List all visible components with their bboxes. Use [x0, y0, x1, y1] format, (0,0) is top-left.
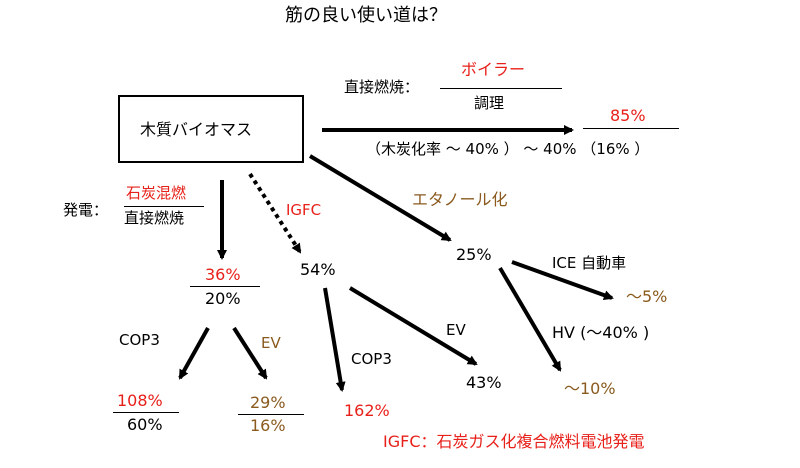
arrow-power-cop3: [178, 327, 210, 380]
direct-efficiency-line: [583, 128, 679, 129]
power-eff-top: 36%: [205, 265, 241, 284]
power-ev-line: [238, 414, 304, 415]
igfc-cop3-label: COP3: [351, 350, 392, 368]
direct-efficiency: 85%: [610, 106, 646, 125]
ethanol-ice-value: ～5%: [626, 287, 668, 306]
igfc-ev-label: EV: [446, 321, 466, 339]
power-fraction-line: [124, 206, 204, 207]
power-ev-label: EV: [261, 334, 281, 352]
igfc-label: IGFC: [286, 201, 322, 219]
direct-combustion-label: 直接燃焼：: [344, 78, 420, 96]
ethanol-hv-value: ～10%: [564, 379, 616, 398]
ethanol-ice-label: ICE 自動車: [552, 254, 627, 272]
power-ev-bottom: 16%: [250, 416, 286, 435]
arrow-ethanol-hv: [498, 266, 562, 372]
igfc-efficiency: 54%: [300, 260, 336, 279]
direct-cooking-label: 調理: [474, 94, 505, 112]
ethanol-label: エタノール化: [412, 190, 508, 209]
igfc-cop3-value: 162%: [344, 401, 390, 420]
arrow-power-ev: [232, 326, 268, 380]
power-cofiring-label: 石炭混燃: [126, 184, 187, 202]
arrow-igfc-cop3: [323, 287, 346, 392]
power-eff-bottom: 20%: [205, 289, 241, 308]
power-cop3-bottom: 60%: [127, 415, 163, 434]
power-eff-line: [190, 286, 260, 287]
arrow-igfc-ev: [348, 286, 478, 366]
ethanol-hv-label: HV (～40% ): [552, 323, 650, 342]
power-cop3-label: COP3: [119, 331, 160, 349]
power-cop3-top: 108%: [117, 391, 163, 410]
power-ev-top: 29%: [250, 393, 286, 412]
power-direct-label: 直接燃焼: [124, 209, 185, 227]
ethanol-efficiency: 25%: [456, 245, 492, 264]
power-cop3-line: [113, 412, 179, 413]
page-title: 筋の良い使い道は？: [285, 5, 447, 26]
igfc-footnote: IGFC：石炭ガス化複合燃料電池発電: [383, 432, 645, 451]
igfc-ev-value: 43%: [466, 373, 502, 392]
biomass-label: 木質バイオマス: [140, 120, 253, 139]
direct-boiler-label: ボイラー: [461, 60, 526, 79]
arrow-ethanol: [308, 154, 452, 242]
direct-fraction-line: [440, 88, 562, 89]
power-label: 発電：: [63, 201, 109, 219]
biomass-box: [118, 95, 304, 163]
direct-charcoal-note: （木炭化率 ～ 40% ） ～ 40% （16% ）: [366, 140, 650, 158]
arrow-ethanol-ice: [511, 260, 614, 300]
